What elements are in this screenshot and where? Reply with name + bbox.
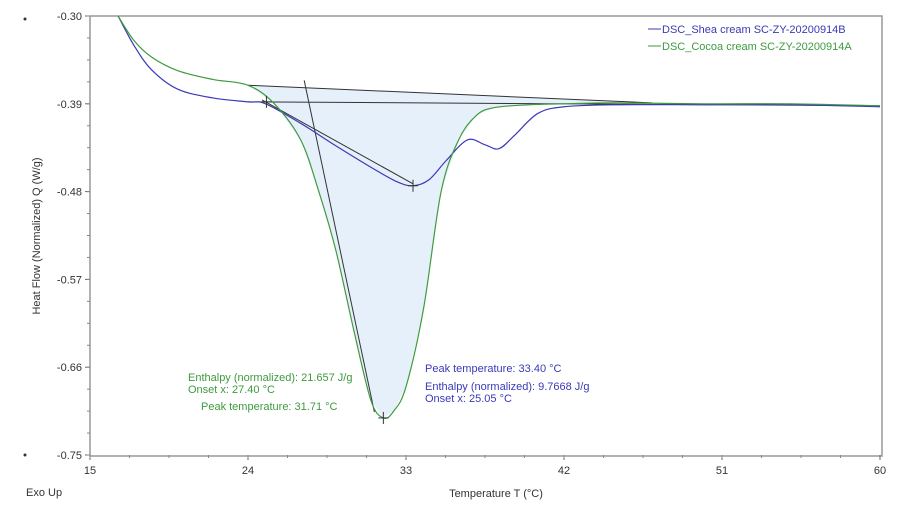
x-tick-label: 33	[400, 465, 412, 477]
cocoa-peak-label: Peak temperature: 31.71 °C	[201, 401, 338, 413]
legend-cocoa: DSC_Cocoa cream SC-ZY-20200914A	[662, 41, 852, 53]
y-tick-label: -0.30	[57, 11, 82, 23]
shea-enthalpy-label: Enthalpy (normalized): 9.7668 J/g	[425, 381, 589, 393]
shea-onset-label: Onset x: 25.05 °C	[425, 393, 512, 405]
x-tick-label: 51	[716, 465, 728, 477]
cocoa-curve	[117, 15, 881, 419]
peak-area-fill	[248, 85, 652, 418]
y-tick-label: -0.75	[57, 450, 82, 462]
y-tick-label: -0.66	[57, 362, 82, 374]
onset-tangent	[261, 99, 414, 185]
y-tick-label: -0.39	[57, 99, 82, 111]
exo-up-label: Exo Up	[26, 487, 62, 499]
onset-tangent	[303, 80, 375, 413]
x-tick-label: 15	[84, 465, 96, 477]
shea-peak-label: Peak temperature: 33.40 °C	[425, 363, 562, 375]
y-tick-label: -0.57	[57, 274, 82, 286]
x-tick-label: 24	[242, 465, 254, 477]
corner-dot-top	[23, 17, 27, 21]
x-tick-label: 42	[558, 465, 570, 477]
y-axis-label: Heat Flow (Normalized) Q (W/g)	[31, 157, 43, 314]
cocoa-onset-label: Onset x: 27.40 °C	[188, 384, 275, 396]
x-axis-label: Temperature T (°C)	[449, 488, 543, 500]
corner-dot-bottom	[23, 453, 27, 457]
legend-shea: DSC_Shea cream SC-ZY-20200914B	[662, 24, 846, 36]
baseline	[247, 84, 652, 104]
cocoa-enthalpy-label: Enthalpy (normalized): 21.657 J/g	[188, 372, 352, 384]
x-tick-label: 60	[874, 465, 886, 477]
y-tick-label: -0.48	[57, 187, 82, 199]
shea-curve	[117, 15, 881, 187]
